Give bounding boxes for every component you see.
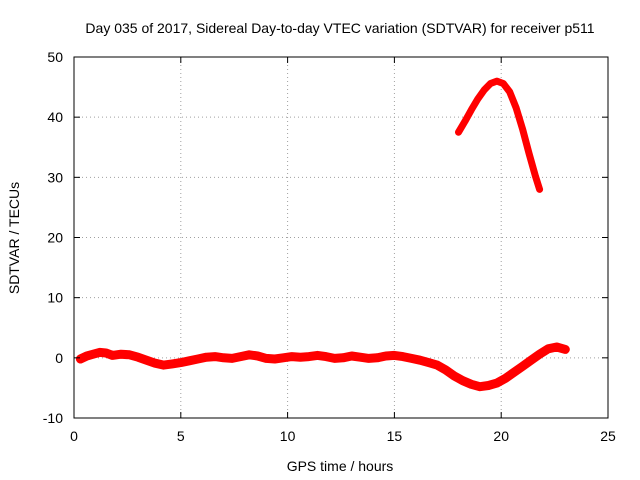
y-tick-label: 40: [47, 109, 63, 125]
grid: [74, 57, 608, 418]
x-tick-label: 0: [70, 428, 78, 444]
y-tick-label: 10: [47, 290, 63, 306]
x-axis-label: GPS time / hours: [287, 458, 394, 474]
tick-labels: 0 5 10 15 20 25 -10 0 10 20 30 40 50: [43, 49, 616, 444]
y-tick-label: -10: [43, 410, 63, 426]
y-tick-label: 50: [47, 49, 63, 65]
ticks: [73, 56, 609, 419]
series-baseline-line: [75, 342, 570, 392]
x-tick-label: 5: [177, 428, 185, 444]
y-tick-label: 30: [47, 169, 63, 185]
x-tick-label: 25: [600, 428, 616, 444]
x-tick-label: 15: [387, 428, 403, 444]
series-group: [75, 77, 570, 392]
y-tick-label: 0: [55, 350, 63, 366]
x-tick-label: 20: [493, 428, 509, 444]
series-arc-line: [455, 77, 544, 193]
chart-title: Day 035 of 2017, Sidereal Day-to-day VTE…: [85, 20, 594, 36]
x-tick-label: 10: [280, 428, 296, 444]
y-axis-label: SDTVAR / TECUs: [6, 182, 22, 294]
y-tick-label: 20: [47, 230, 63, 246]
